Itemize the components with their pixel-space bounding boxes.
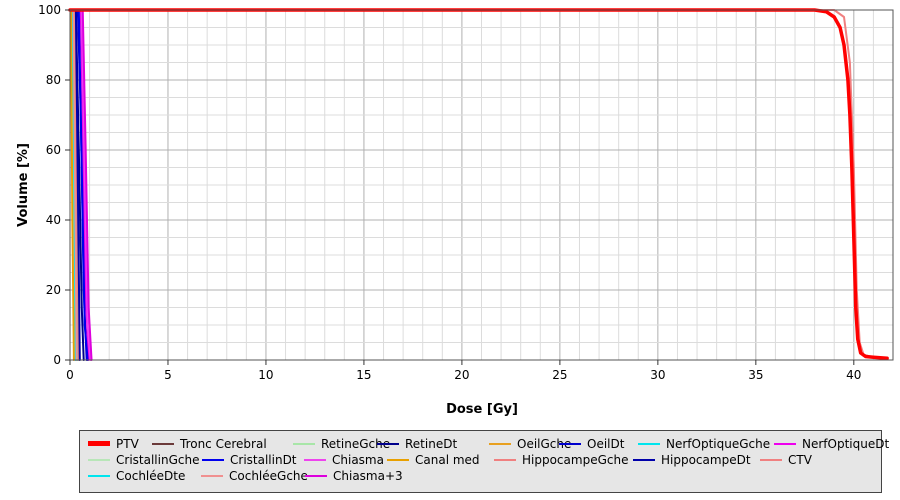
- legend-item: Chiasma+3: [305, 468, 403, 483]
- legend-item: Chiasma: [304, 452, 384, 467]
- legend-swatch: [304, 458, 326, 461]
- legend-label: RetineGche: [321, 436, 391, 451]
- y-tick-label: 60: [46, 143, 61, 157]
- legend-label: PTV: [116, 436, 139, 451]
- legend-item: RetineDt: [377, 436, 457, 451]
- axis-ticks: 0 5 10 15 20 25 30 35 40 0 20 40 60 80 100: [38, 3, 861, 382]
- y-tick-label: 20: [46, 283, 61, 297]
- legend-label: Chiasma: [332, 452, 384, 467]
- x-tick-label: 30: [650, 368, 665, 382]
- legend-item: HippocampeDt: [633, 452, 751, 467]
- legend-label: OeilGche: [517, 436, 572, 451]
- legend-swatch: [88, 474, 110, 477]
- legend-item: PTV: [88, 436, 139, 451]
- legend-item: CochléeGche: [201, 468, 308, 483]
- x-tick-label: 0: [66, 368, 74, 382]
- plot-frame: [69, 9, 894, 361]
- legend: PTV Tronc Cerebral RetineGche RetineDt OeilG…: [79, 430, 889, 493]
- legend-swatch: [293, 442, 315, 445]
- x-tick-label: 10: [258, 368, 273, 382]
- legend-swatch: [201, 474, 223, 477]
- legend-label: CristallinGche: [116, 452, 200, 467]
- legend-item: Tronc Cerebral: [152, 436, 267, 451]
- legend-label: NerfOptiqueDt: [802, 436, 890, 451]
- dvh-chart: 0 5 10 15 20 25 30 35 40 0 20 40 60 80 100 Dose [Gy] V…: [16, 3, 894, 417]
- legend-swatch: [494, 458, 516, 461]
- legend-label: Tronc Cerebral: [180, 436, 267, 451]
- x-axis-title: Dose [Gy]: [446, 402, 518, 417]
- legend-label: Chiasma+3: [333, 468, 403, 483]
- legend-swatch: [633, 458, 655, 461]
- legend-label: CristallinDt: [230, 452, 297, 467]
- legend-swatch: [774, 442, 796, 445]
- legend-item: CochléeDte: [88, 468, 185, 483]
- x-tick-label: 25: [552, 368, 567, 382]
- y-tick-label: 40: [46, 213, 61, 227]
- legend-label: NerfOptiqueGche: [666, 436, 771, 451]
- series-line-ptv: [68, 8, 889, 360]
- legend-swatch: [377, 442, 399, 445]
- legend-swatch: [387, 458, 409, 461]
- y-tick-label: 0: [53, 353, 61, 367]
- legend-item: NerfOptiqueDt: [774, 436, 889, 451]
- legend-swatch: [638, 442, 660, 445]
- legend-item: HippocampeGche: [494, 452, 628, 467]
- legend-label: HippocampeGche: [522, 452, 629, 467]
- legend-item: OeilGche: [489, 436, 571, 451]
- x-tick-label: 5: [164, 368, 172, 382]
- legend-label: HippocampeDt: [661, 452, 751, 467]
- legend-item: NerfOptiqueGche: [638, 436, 770, 451]
- legend-swatch: [88, 458, 110, 461]
- legend-label: CochléeDte: [116, 468, 186, 483]
- legend-label: RetineDt: [405, 436, 458, 451]
- legend-item: CTV: [760, 452, 812, 467]
- legend-label: Canal med: [415, 452, 480, 467]
- legend-swatch: [760, 458, 782, 461]
- legend-item: OeilDt: [559, 436, 624, 451]
- legend-label: OeilDt: [587, 436, 625, 451]
- legend-swatch: [202, 458, 224, 461]
- legend-swatch: [489, 442, 511, 445]
- legend-label: CTV: [788, 452, 812, 467]
- legend-item: CristallinGche: [88, 452, 199, 467]
- legend-swatch: [88, 441, 110, 446]
- x-tick-label: 20: [454, 368, 469, 382]
- y-tick-label: 100: [38, 3, 61, 17]
- y-axis-title: Volume [%]: [16, 143, 31, 227]
- x-tick-label: 35: [748, 368, 763, 382]
- x-tick-label: 15: [356, 368, 371, 382]
- grid: [70, 10, 893, 360]
- legend-swatch: [152, 442, 174, 445]
- y-tick-label: 80: [46, 73, 61, 87]
- legend-item: Canal med: [387, 452, 480, 467]
- legend-item: RetineGche: [293, 436, 390, 451]
- legend-label: CochléeGche: [229, 468, 308, 483]
- legend-item: CristallinDt: [202, 452, 297, 467]
- x-tick-label: 40: [846, 368, 861, 382]
- legend-swatch: [305, 474, 327, 477]
- legend-swatch: [559, 442, 581, 445]
